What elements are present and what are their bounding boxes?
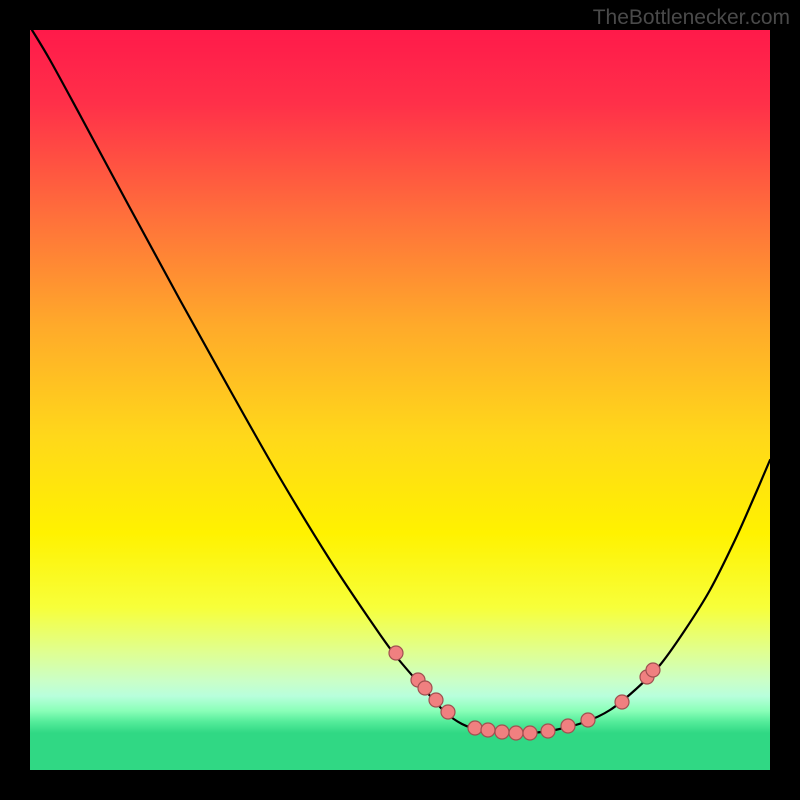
data-marker: [615, 695, 629, 709]
data-marker: [561, 719, 575, 733]
data-marker: [523, 726, 537, 740]
data-marker: [581, 713, 595, 727]
data-marker: [541, 724, 555, 738]
data-marker: [646, 663, 660, 677]
data-marker: [509, 726, 523, 740]
data-marker: [468, 721, 482, 735]
chart-svg: [30, 30, 770, 770]
data-marker: [441, 705, 455, 719]
bottleneck-chart: [30, 30, 770, 770]
data-marker: [481, 723, 495, 737]
watermark-text: TheBottlenecker.com: [593, 6, 790, 30]
data-marker: [495, 725, 509, 739]
data-marker: [389, 646, 403, 660]
data-marker: [418, 681, 432, 695]
data-marker: [429, 693, 443, 707]
